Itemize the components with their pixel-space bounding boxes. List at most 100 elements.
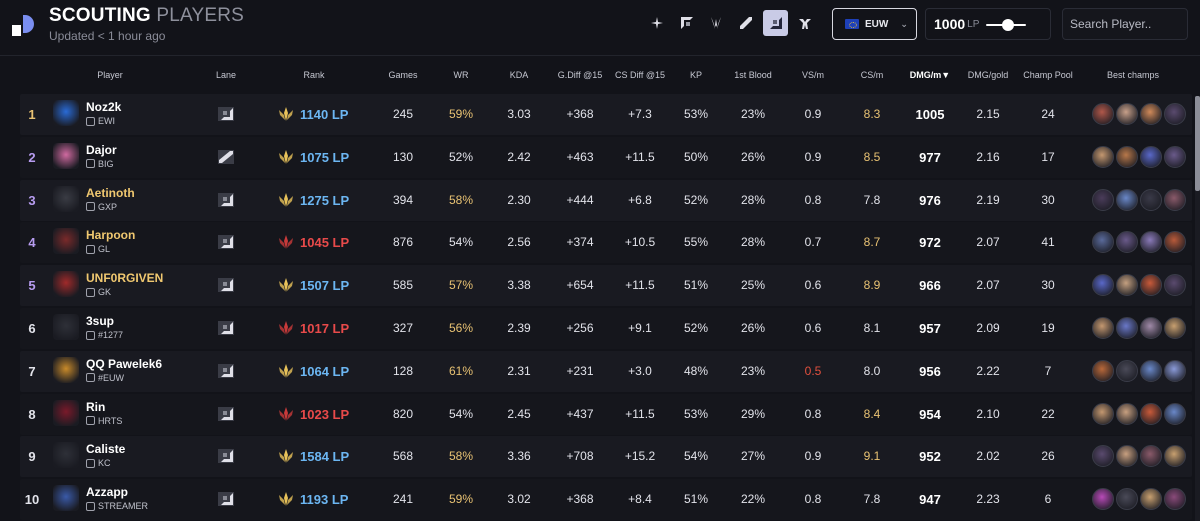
table-row[interactable]: 6 3sup #1277 1017 LP 327 56% 2.39 +256 +9.1 52% 26… [20, 308, 1192, 349]
table-row[interactable]: 1 Noz2k EWI 1140 LP 245 59% 3.03 +368 +7.3 53% 23%… [20, 94, 1192, 135]
champion-portrait-icon[interactable] [1092, 445, 1114, 468]
lane-filter-jungle[interactable] [703, 10, 729, 36]
champion-portrait-icon[interactable] [1092, 317, 1114, 339]
region-select[interactable]: EUW ⌄ [832, 8, 917, 40]
player-name[interactable]: Dajor [86, 142, 117, 157]
team-name: GK [98, 287, 112, 298]
lane-filter-all[interactable] [644, 10, 670, 36]
player-name[interactable]: Caliste [86, 442, 126, 457]
champion-portrait-icon[interactable] [1164, 488, 1186, 511]
best-champs [1092, 317, 1186, 339]
champion-portrait-icon[interactable] [1140, 231, 1162, 254]
champion-portrait-icon[interactable] [1116, 317, 1138, 339]
first-blood-cell: 22% [740, 492, 766, 507]
champion-portrait-icon[interactable] [1140, 359, 1162, 382]
champion-portrait-icon[interactable] [1140, 188, 1162, 211]
table-row[interactable]: 3 Aetinoth GXP 1275 LP 394 58% 2.30 +444 +6.8 52%… [20, 179, 1192, 221]
column-header-rank[interactable]: Rank [303, 70, 325, 80]
winrate-cell: 59% [448, 492, 474, 507]
champion-portrait-icon[interactable] [1140, 488, 1162, 511]
lp-value: 1275 LP [300, 192, 350, 208]
player-name[interactable]: Azzapp [86, 485, 128, 500]
column-header-wr[interactable]: WR [453, 70, 469, 80]
dmg-per-gold-cell: 2.23 [976, 492, 1000, 507]
champion-portrait-icon[interactable] [1116, 445, 1138, 468]
champion-portrait-icon[interactable] [1164, 317, 1186, 339]
gold-diff-cell: +256 [566, 321, 594, 335]
champion-portrait-icon[interactable] [1140, 145, 1162, 168]
champion-portrait-icon[interactable] [1092, 231, 1114, 254]
gold-diff-cell: +374 [566, 235, 594, 250]
column-header-cs-per-min[interactable]: CS/m [860, 70, 884, 80]
player-name[interactable]: Rin [86, 399, 106, 414]
app-logo-icon[interactable] [12, 14, 34, 36]
champion-portrait-icon[interactable] [1092, 359, 1114, 382]
champion-portrait-icon[interactable] [1140, 445, 1162, 468]
champion-portrait-icon[interactable] [1116, 103, 1138, 125]
table-row[interactable]: 10 Azzapp STREAMER 1193 LP 241 59% 3.02 +368 +8.… [20, 479, 1192, 521]
column-header-best-champs[interactable]: Best champs [1106, 70, 1160, 80]
champion-portrait-icon[interactable] [1140, 402, 1162, 425]
table-row[interactable]: 7 QQ Pawelek6 #EUW 1064 LP 128 61% 2.31 +231 +3.… [20, 350, 1192, 392]
champion-portrait-icon[interactable] [1140, 103, 1162, 125]
champion-portrait-icon[interactable] [1164, 274, 1186, 297]
champion-portrait-icon[interactable] [1164, 359, 1186, 382]
champion-portrait-icon[interactable] [1092, 188, 1114, 211]
champion-portrait-icon[interactable] [1116, 231, 1138, 254]
table-row[interactable]: 9 Caliste KC 1584 LP 568 58% 3.36 +708 +15.2 54% 2… [20, 436, 1192, 478]
scrollbar[interactable] [1195, 96, 1200, 521]
column-header-player[interactable]: Player [97, 70, 123, 80]
champion-portrait-icon[interactable] [1116, 274, 1138, 297]
champion-portrait-icon[interactable] [1116, 488, 1138, 511]
column-header-dmg-per-gold[interactable]: DMG/gold [967, 70, 1009, 80]
player-name[interactable]: Noz2k [86, 100, 122, 114]
champion-portrait-icon[interactable] [1116, 359, 1138, 382]
column-header-champ-pool[interactable]: Champ Pool [1023, 70, 1073, 80]
scrollbar-thumb[interactable] [1195, 96, 1200, 191]
column-header-kda[interactable]: KDA [509, 70, 529, 80]
lp-slider-handle[interactable] [1002, 19, 1014, 31]
column-header-vs-per-min[interactable]: VS/m [801, 70, 824, 80]
dmg-per-min-cell: 954 [919, 406, 941, 422]
player-name[interactable]: Aetinoth [86, 185, 135, 200]
lane-filter-support[interactable] [792, 10, 818, 36]
player-name[interactable]: 3sup [86, 314, 115, 328]
column-header-lane[interactable]: Lane [215, 70, 237, 80]
champion-portrait-icon[interactable] [1164, 445, 1186, 468]
champion-portrait-icon[interactable] [1140, 317, 1162, 339]
column-header-cs-diff[interactable]: CS Diff @15 [615, 70, 665, 80]
player-name[interactable]: UNF0RGIVEN [86, 271, 164, 286]
table-row[interactable]: 5 UNF0RGIVEN GK 1507 LP 585 57% 3.38 +654 +11.5 5… [20, 265, 1192, 307]
champion-portrait-icon[interactable] [1116, 402, 1138, 425]
champion-portrait-icon[interactable] [1164, 231, 1186, 254]
champion-portrait-icon[interactable] [1092, 488, 1114, 511]
champion-portrait-icon[interactable] [1092, 274, 1114, 297]
column-header-first-blood[interactable]: 1st Blood [734, 70, 772, 80]
table-row[interactable]: 2 Dajor BIG 1075 LP 130 52% 2.42 +463 +11.5 50% 26… [20, 136, 1192, 178]
table-row[interactable]: 4 Harpoon GL 1045 LP 876 54% 2.56 +374 +10.5 55% 2… [20, 222, 1192, 264]
lane-filter-bot[interactable] [762, 10, 789, 36]
table-row[interactable]: 8 Rin HRTS 1023 LP 820 54% 2.45 +437 +11.5 53% 29%… [20, 393, 1192, 435]
champion-portrait-icon[interactable] [1092, 145, 1114, 168]
column-header-dmg-per-min[interactable]: DMG/m▼ [909, 70, 951, 80]
player-name[interactable]: QQ Pawelek6 [86, 356, 163, 371]
column-header-gold-diff[interactable]: G.Diff @15 [557, 70, 603, 80]
column-header-games[interactable]: Games [388, 70, 418, 80]
vision-score-cell: 0.8 [804, 406, 822, 421]
champion-portrait-icon[interactable] [1116, 188, 1138, 211]
champion-portrait-icon[interactable] [1092, 103, 1114, 125]
player-name[interactable]: Harpoon [86, 228, 136, 243]
champion-portrait-icon[interactable] [1092, 402, 1114, 425]
search-player-input[interactable] [1062, 8, 1188, 40]
champion-portrait-icon[interactable] [1164, 188, 1186, 211]
champion-portrait-icon[interactable] [1164, 145, 1186, 168]
games-cell: 820 [392, 406, 414, 421]
lane-filter-top[interactable] [674, 10, 700, 36]
champion-portrait-icon[interactable] [1164, 402, 1186, 425]
kill-participation-cell: 55% [683, 235, 709, 250]
champion-portrait-icon[interactable] [1164, 103, 1186, 125]
column-header-kp[interactable]: KP [689, 70, 702, 80]
champion-portrait-icon[interactable] [1116, 145, 1138, 168]
champion-portrait-icon[interactable] [1140, 274, 1162, 297]
lane-filter-mid[interactable] [733, 10, 759, 36]
